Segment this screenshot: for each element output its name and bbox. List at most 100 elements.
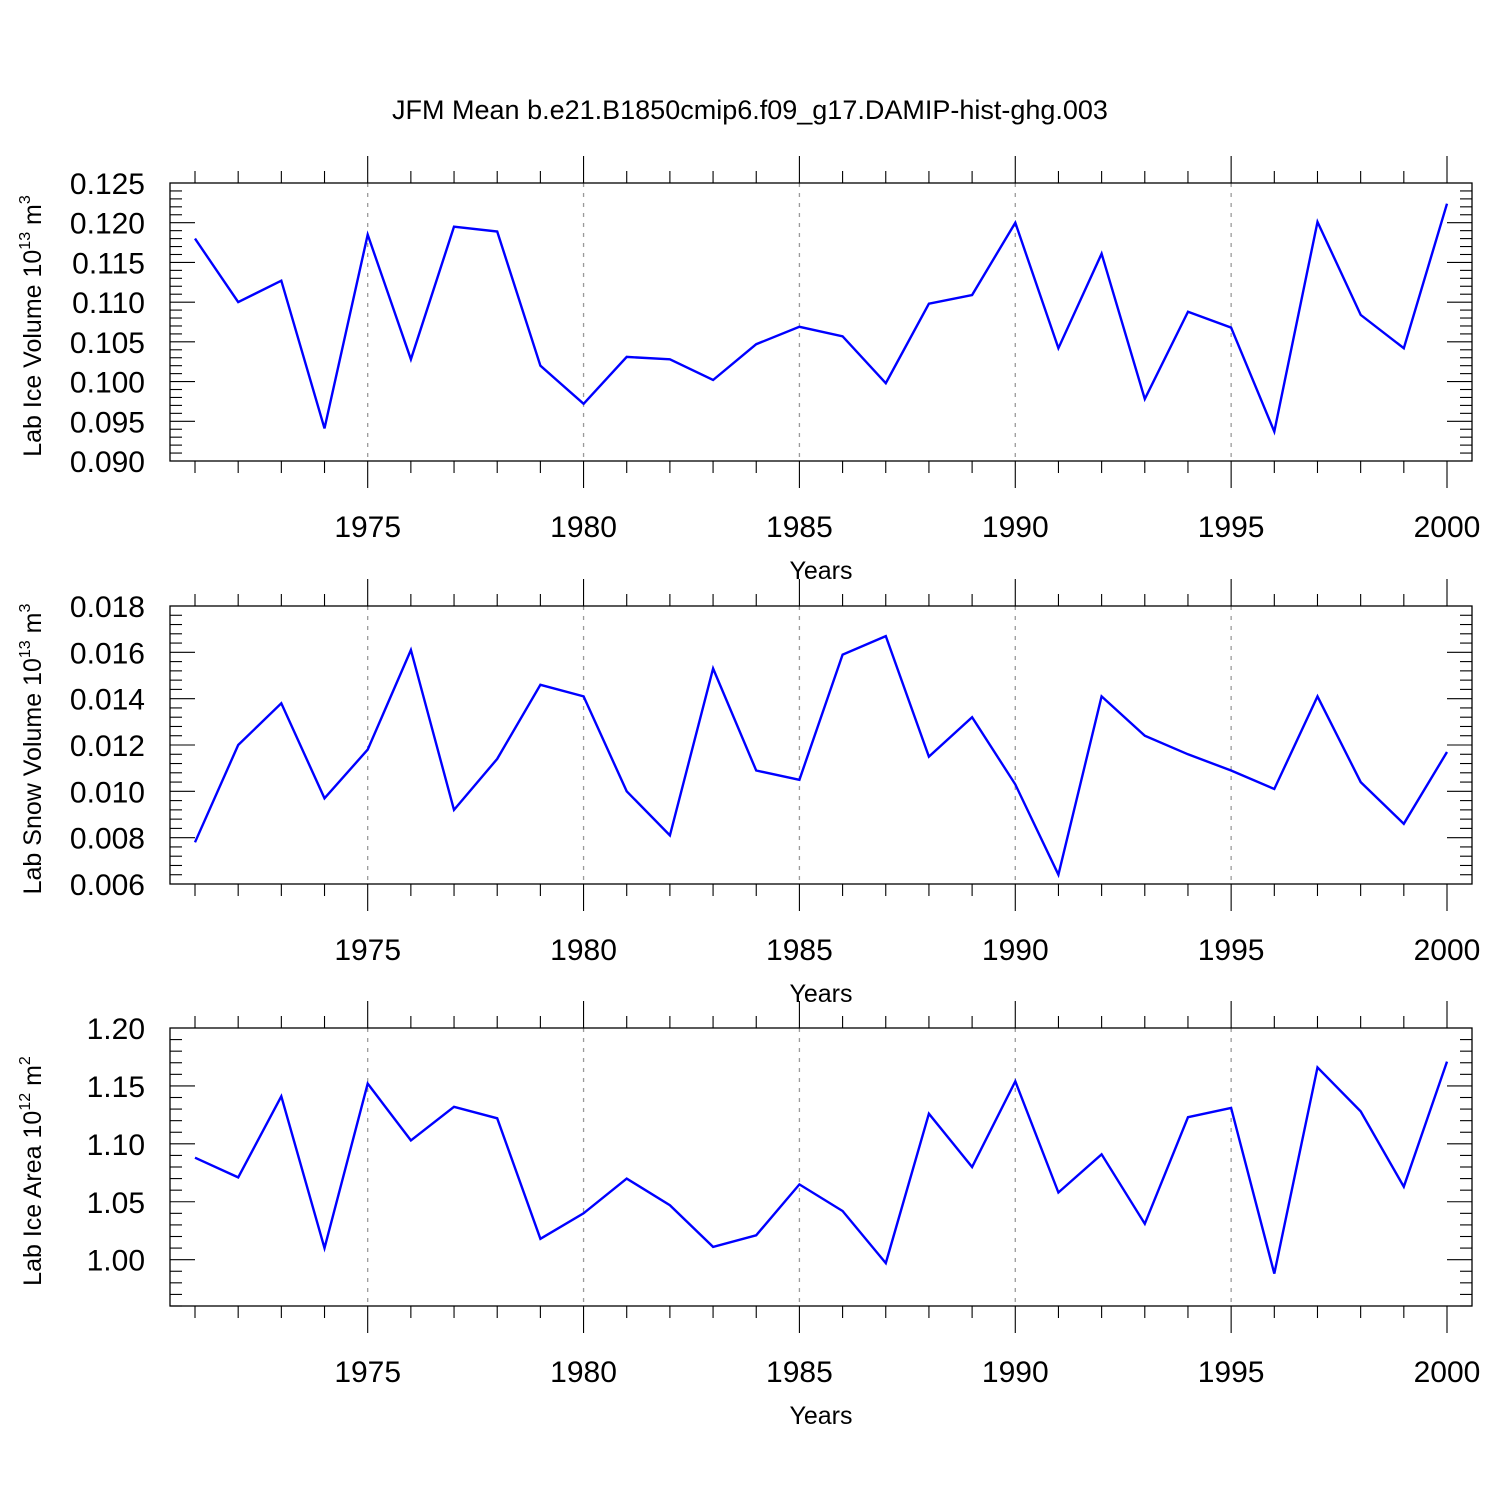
x-tick-label: 1985 [766,511,833,544]
data-point-1989 [970,293,974,297]
data-point-1981 [625,355,629,359]
y-tick-label: 0.008 [70,823,145,856]
panel-ice-volume: 0.090 0.095 0.100 0.105 0.110 0.115 0.120 0.125… [17,156,1480,585]
x-tick-label: 1975 [334,1356,401,1389]
y-axis-label-unit-exponent: 2 [17,1056,34,1065]
y-axis-label-unit-exponent: 3 [17,195,34,204]
data-point-1973 [279,279,283,283]
y-tick-label: 0.006 [70,869,145,902]
series-line-ice-volume [194,203,1449,436]
data-point-1975 [366,233,370,237]
data-point-1995 [1229,768,1233,772]
y-axis-label-exponent: 12 [17,1093,34,1111]
y-tick-label: 1.05 [87,1187,145,1220]
data-point-1974 [323,426,327,430]
data-point-1988 [927,302,931,306]
data-point-1980 [582,694,586,698]
data-point-1975 [366,748,370,752]
x-tick-label: 1990 [982,934,1049,967]
x-tick-label: 1990 [982,1356,1049,1389]
y-tick-label: 0.095 [70,406,145,439]
x-tick-label: 1980 [550,511,617,544]
y-tick-label: 1.10 [87,1129,145,1162]
data-point-1976 [409,1138,413,1142]
x-tick-label: 2000 [1414,934,1481,967]
data-point-1983 [711,667,715,671]
y-tick-label: 0.010 [70,776,145,809]
panel-snow-volume: 0.006 0.008 0.010 0.012 0.014 0.016 0.018 1975 1… [17,579,1480,1008]
data-point-1972 [236,1175,240,1179]
y-axis-label-unit: m [19,204,47,232]
y-tick-label: 0.110 [72,287,145,320]
data-point-1989 [970,715,974,719]
data-point-1999 [1402,822,1406,826]
data-point-1984 [754,768,758,772]
data-point-1976 [409,648,413,652]
data-point-1997 [1315,694,1319,698]
y-axis-label-text: Lab Snow Volume 10 [19,658,47,894]
data-point-1997 [1315,1065,1319,1069]
data-point-1983 [711,1245,715,1249]
data-point-1996 [1272,1272,1276,1276]
y-tick-label: 0.016 [70,637,145,670]
data-point-1991 [1056,873,1060,877]
data-point-1991 [1056,1190,1060,1194]
x-tick-label: 1985 [766,1356,833,1389]
y-axis-label-text: Lab Ice Area 10 [19,1111,47,1286]
data-point-1973 [279,1094,283,1098]
data-point-1991 [1056,346,1060,350]
y-tick-label: 1.15 [87,1071,145,1104]
y-tick-label: 0.120 [70,208,145,241]
data-point-1971 [193,237,197,241]
data-point-1994 [1186,752,1190,756]
data-point-1984 [754,342,758,346]
y-tick-label: 0.115 [72,247,145,280]
data-point-1987 [884,634,888,638]
data-point-1992 [1100,1152,1104,1156]
data-point-1984 [754,1233,758,1237]
data-point-1974 [323,796,327,800]
data-point-1983 [711,378,715,382]
y-tick-label: 0.105 [70,327,145,360]
y-tick-label: 0.018 [70,591,145,624]
data-point-1979 [538,364,542,368]
x-tick-label: 1990 [982,511,1049,544]
x-tick-label: 1975 [334,511,401,544]
data-point-1982 [668,833,672,837]
data-point-1993 [1143,1222,1147,1226]
data-point-1998 [1359,780,1363,784]
data-point-1990 [1013,1079,1017,1083]
y-tick-label: 1.00 [87,1245,145,1278]
data-point-2000 [1445,202,1449,206]
data-point-1996 [1272,430,1276,434]
x-tick-label: 1980 [550,934,617,967]
series-line-snow-volume [193,634,1449,879]
x-tick-label: 1995 [1198,934,1265,967]
y-axis-label: Lab Snow Volume 1013 m3 [17,604,47,895]
data-point-1975 [366,1082,370,1086]
data-point-1994 [1186,1115,1190,1119]
data-point-1979 [538,1237,542,1241]
data-point-1978 [495,229,499,233]
data-point-1993 [1143,734,1147,738]
data-point-1977 [452,225,456,229]
data-point-1992 [1100,694,1104,698]
data-point-1980 [582,1211,586,1215]
data-point-1992 [1100,252,1104,256]
data-point-2000 [1445,750,1449,754]
y-axis-label-text: Lab Ice Volume 10 [19,250,47,457]
data-point-1972 [236,743,240,747]
x-tick-label: 2000 [1414,511,1481,544]
data-point-1977 [452,808,456,812]
y-axis-label-exponent: 13 [17,640,34,658]
data-point-1988 [927,1112,931,1116]
data-point-1985 [797,778,801,782]
data-point-1997 [1315,220,1319,224]
x-tick-label: 1995 [1198,1356,1265,1389]
data-point-1999 [1402,346,1406,350]
data-point-1986 [841,334,845,338]
y-tick-label: 0.100 [70,367,145,400]
data-point-1971 [193,840,197,844]
data-point-1999 [1402,1185,1406,1189]
